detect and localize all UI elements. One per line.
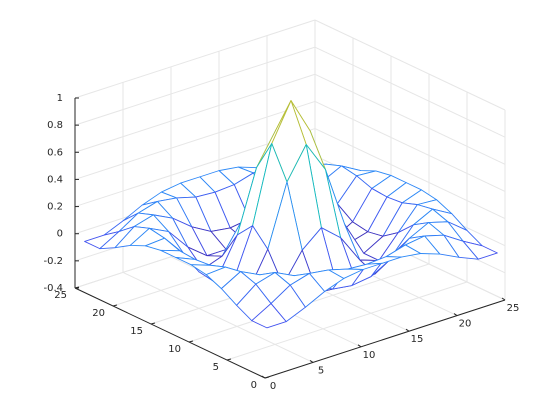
x-tick <box>357 344 362 348</box>
x-tick-label: 5 <box>318 365 324 376</box>
x-axis <box>264 299 506 379</box>
y-tick-label: 10 <box>168 344 181 355</box>
z-tick-label: -0.4 <box>43 283 63 294</box>
x-tick <box>405 328 410 332</box>
y-axis <box>74 287 266 379</box>
x-tick <box>501 297 506 301</box>
grid-line <box>314 128 506 220</box>
grid-line <box>226 281 468 361</box>
z-tick-label: 0.6 <box>47 147 63 158</box>
grid-line <box>74 100 316 180</box>
grid-line <box>314 19 506 111</box>
y-tick <box>188 340 194 343</box>
x-tick <box>309 359 314 363</box>
x-tick-label: 0 <box>270 381 276 392</box>
axes: 05101520250510152025-0.4-0.200.20.40.60.… <box>43 93 519 392</box>
mesh-cell <box>251 303 287 329</box>
x-tick <box>261 375 266 379</box>
x-tick-label: 10 <box>363 350 376 361</box>
z-tick-label: 0.2 <box>47 202 63 213</box>
y-tick <box>226 358 232 361</box>
z-tick-label: 0 <box>57 229 63 240</box>
grid-line <box>314 46 506 138</box>
x-tick-label: 20 <box>459 319 472 330</box>
y-tick-label: 20 <box>92 308 105 319</box>
grid-line <box>122 271 314 363</box>
x-tick-label: 15 <box>411 334 424 345</box>
z-tick-label: 1 <box>57 93 63 104</box>
y-tick <box>150 322 156 325</box>
z-tick-label: 0.4 <box>47 174 63 185</box>
mesh <box>84 100 498 329</box>
grid-line <box>74 46 316 126</box>
y-tick-label: 5 <box>213 362 219 373</box>
y-tick <box>112 304 118 307</box>
y-tick-label: 0 <box>251 380 257 391</box>
x-tick-label: 25 <box>507 303 520 314</box>
y-tick <box>264 376 270 379</box>
y-tick-label: 25 <box>54 290 67 301</box>
x-tick <box>453 313 458 317</box>
y-tick-label: 15 <box>130 326 143 337</box>
grid-line <box>314 100 506 192</box>
grid-line <box>74 19 316 99</box>
z-tick-label: -0.2 <box>43 256 63 267</box>
grid-line <box>314 73 506 165</box>
z-tick-label: 0.8 <box>47 120 63 131</box>
grid-line <box>74 73 316 153</box>
